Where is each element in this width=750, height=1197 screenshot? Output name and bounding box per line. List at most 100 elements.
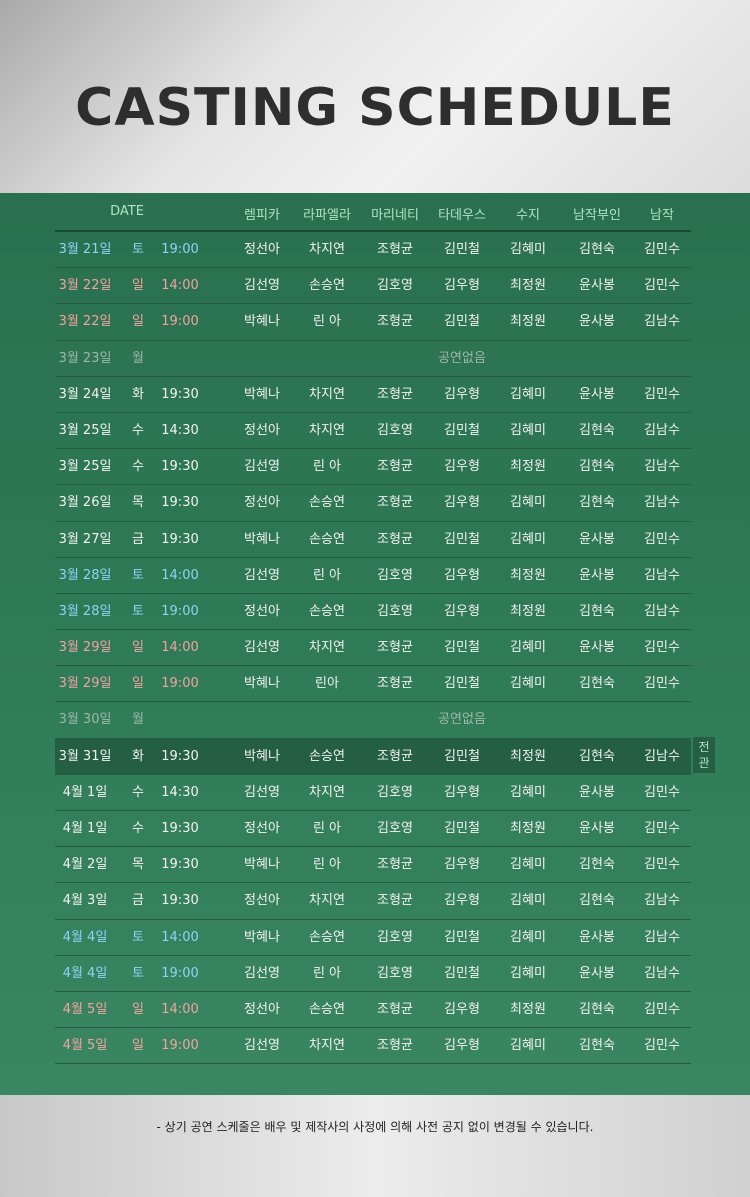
cast-cell: 김혜미 (510, 784, 546, 800)
header-role: 렘피카 (244, 208, 280, 223)
time-cell: 19:30 (161, 857, 199, 873)
date-cell: 3월 25일 (58, 459, 112, 475)
cast-cell: 김호영 (377, 965, 413, 981)
table-row: 4월 3일 금 19:30 정선아 차지연 조형균 김우형 김혜미 김현숙 김남수 (55, 883, 691, 920)
day-cell: 화 (132, 386, 144, 402)
cast-cell: 조형균 (377, 1038, 413, 1054)
table-row: 3월 23일 월 공연없음 (55, 341, 691, 377)
table-row: 3월 22일 일 19:00 박혜나 린 아 조형균 김민철 최정원 윤사봉 김남수 (55, 304, 691, 341)
cast-cell: 김남수 (644, 929, 680, 945)
cast-cell: 김혜미 (510, 965, 546, 981)
day-cell: 일 (132, 640, 144, 656)
cast-cell: 정선아 (244, 422, 280, 438)
cast-cell: 차지연 (309, 1038, 345, 1054)
time-cell: 19:00 (161, 965, 199, 981)
cast-cell: 윤사봉 (579, 278, 615, 294)
cast-cell: 김현숙 (579, 857, 615, 873)
cast-cell: 김남수 (644, 495, 680, 511)
date-cell: 4월 2일 (62, 857, 108, 873)
cast-cell: 조형균 (377, 386, 413, 402)
cast-cell: 린아 (315, 676, 339, 692)
cast-cell: 김민철 (444, 965, 480, 981)
table-row: 3월 25일 수 14:30 정선아 차지연 김호영 김민철 김혜미 김현숙 김남수 (55, 413, 691, 450)
cast-cell: 김민수 (644, 676, 680, 692)
cast-cell: 김우형 (444, 278, 480, 294)
cast-cell: 손승연 (309, 748, 345, 764)
day-cell: 화 (132, 748, 144, 764)
cast-cell: 김우형 (444, 1038, 480, 1054)
schedule-table: 3월 21일 토 19:00 정선아 차지연 조형균 김민철 김혜미 김현숙 김민수 3월 22일 일… (0, 232, 750, 1065)
special-performance-tag: 전관 (693, 737, 715, 773)
cast-cell: 김현숙 (579, 1038, 615, 1054)
cast-cell: 김민철 (444, 531, 480, 547)
cast-cell: 김남수 (644, 893, 680, 909)
cast-cell: 김민수 (644, 784, 680, 800)
table-row: 3월 26일 목 19:30 정선아 손승연 조형균 김우형 김혜미 김현숙 김남수 (55, 485, 691, 522)
cast-cell: 김민수 (644, 857, 680, 873)
date-cell: 3월 28일 (58, 567, 112, 583)
cast-cell: 김민수 (644, 1038, 680, 1054)
header-date: DATE (110, 204, 144, 219)
cast-cell: 조형균 (377, 676, 413, 692)
cast-cell: 차지연 (309, 893, 345, 909)
cast-cell: 김혜미 (510, 857, 546, 873)
cast-cell: 윤사봉 (579, 386, 615, 402)
table-row: 4월 4일 토 19:00 김선영 린 아 김호영 김민철 김혜미 윤사봉 김남수 (55, 956, 691, 992)
cast-cell: 김현숙 (579, 676, 615, 692)
cast-cell: 박혜나 (244, 386, 280, 402)
cast-cell: 차지연 (309, 784, 345, 800)
time-cell: 14:00 (161, 567, 199, 583)
cast-cell: 조형균 (377, 893, 413, 909)
cast-cell: 김남수 (644, 567, 680, 583)
day-cell: 금 (132, 531, 144, 547)
cast-cell: 김호영 (377, 929, 413, 945)
cast-cell: 린 아 (312, 821, 342, 836)
cast-cell: 김현숙 (579, 422, 615, 438)
date-cell: 3월 31일 (58, 748, 112, 764)
cast-cell: 김민수 (644, 242, 680, 257)
cast-cell: 최정원 (510, 278, 546, 294)
cast-cell: 김우형 (444, 567, 480, 583)
cast-cell: 김혜미 (510, 1038, 546, 1054)
cast-cell: 김우형 (444, 784, 480, 800)
cast-cell: 김선영 (244, 784, 280, 800)
cast-cell: 김민철 (444, 821, 480, 836)
time-cell: 19:00 (161, 1038, 199, 1054)
time-cell: 14:00 (161, 1001, 199, 1017)
time-cell: 19:30 (161, 386, 199, 402)
page-title: CASTING SCHEDULE (75, 78, 675, 138)
time-cell: 19:30 (161, 495, 199, 511)
cast-cell: 박혜나 (244, 929, 280, 945)
cast-cell: 손승연 (309, 531, 345, 547)
cast-cell: 최정원 (510, 821, 546, 836)
cast-cell: 정선아 (244, 821, 280, 836)
cast-cell: 박혜나 (244, 857, 280, 873)
cast-cell: 조형균 (377, 1001, 413, 1017)
footnote: - 상기 공연 스케줄은 배우 및 제작사의 사정에 의해 사전 공지 없이 변… (156, 1120, 594, 1134)
cast-cell: 최정원 (510, 603, 546, 619)
cast-cell: 최정원 (510, 314, 546, 330)
cast-cell: 조형균 (377, 495, 413, 511)
cast-cell: 김민철 (444, 422, 480, 438)
cast-cell: 최정원 (510, 459, 546, 475)
no-show-label: 공연없음 (438, 712, 486, 728)
table-row: 4월 1일 수 19:30 정선아 린 아 김호영 김민철 최정원 윤사봉 김민수 (55, 811, 691, 848)
cast-cell: 김남수 (644, 748, 680, 764)
cast-cell: 김현숙 (579, 495, 615, 511)
day-cell: 토 (132, 242, 144, 257)
day-cell: 월 (132, 350, 144, 366)
cast-cell: 정선아 (244, 893, 280, 909)
table-row: 3월 27일 금 19:30 박혜나 손승연 조형균 김민철 김혜미 윤사봉 김민수 (55, 522, 691, 558)
cast-cell: 차지연 (309, 640, 345, 656)
cast-cell: 김혜미 (510, 495, 546, 511)
cast-cell: 최정원 (510, 567, 546, 583)
cast-cell: 조형균 (377, 640, 413, 656)
time-cell: 14:30 (161, 784, 199, 800)
footer-banner (0, 1095, 750, 1197)
header-divider (55, 230, 691, 232)
cast-cell: 김호영 (377, 567, 413, 583)
date-cell: 4월 1일 (62, 784, 108, 800)
cast-cell: 김선영 (244, 640, 280, 656)
date-cell: 4월 5일 (62, 1001, 108, 1017)
cast-cell: 김혜미 (510, 640, 546, 656)
